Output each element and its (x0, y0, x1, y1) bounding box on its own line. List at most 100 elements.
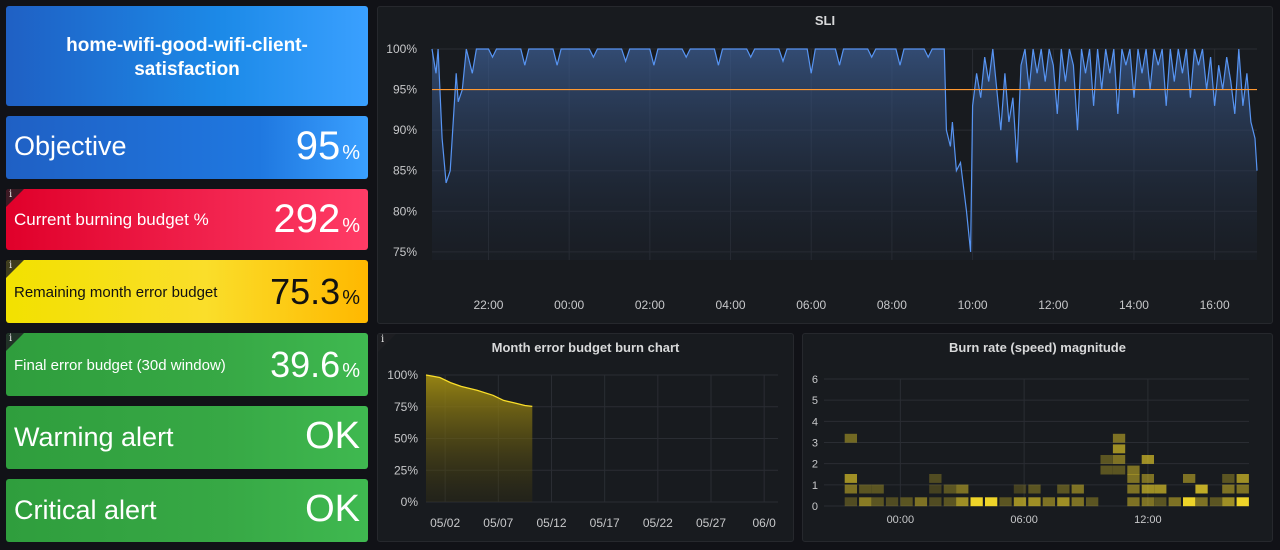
heat-cell (1013, 484, 1027, 494)
sli-x-tick: 02:00 (635, 298, 665, 312)
burn-series-line (425, 374, 533, 408)
heat-cell (871, 497, 884, 507)
heat-cell (1013, 497, 1027, 507)
heat-cell (859, 497, 872, 507)
critical-alert-panel: Critical alert OK (6, 479, 368, 542)
heat-cell (1154, 497, 1167, 507)
burning-budget-number: 292 (273, 197, 341, 241)
info-corner[interactable] (6, 189, 24, 207)
sli-chart[interactable]: 100% 95% 90% 85% 80% 75% 22:00 00:00 02:00 04:00 0… (378, 7, 1272, 323)
objective-unit: % (342, 142, 360, 164)
heat-cell (1222, 474, 1235, 483)
info-icon[interactable]: i (9, 189, 13, 200)
heat-cell (1195, 484, 1208, 494)
heat-cell (844, 484, 857, 494)
info-corner[interactable] (378, 334, 396, 352)
info-icon[interactable]: i (381, 334, 385, 345)
burning-budget-unit: % (342, 215, 360, 237)
heat-cell (1222, 484, 1235, 494)
heat-cell (999, 497, 1012, 507)
heat-cell (1236, 497, 1249, 507)
remaining-budget-panel: i Remaining month error budget 75.3% (6, 260, 368, 323)
heat-y-tick: 4 (812, 416, 818, 428)
heat-y-tick: 1 (812, 480, 818, 492)
final-budget-label: Final error budget (30d window) (14, 357, 226, 374)
heat-cell (1236, 474, 1249, 483)
heat-cell (1071, 484, 1084, 494)
info-corner[interactable] (6, 333, 24, 351)
heat-cell (1112, 455, 1126, 464)
sli-series-line (431, 48, 1258, 252)
burning-budget-panel: i Current burning budget % 292% (6, 189, 368, 250)
heat-cell (1057, 497, 1070, 507)
sli-y-tick: 75% (393, 245, 417, 259)
heat-cell (885, 497, 899, 507)
burn-y-tick: 75% (394, 400, 418, 414)
burn-rate-heatmap[interactable]: 6 5 4 3 2 1 0 00:00 06:00 12:00 (803, 334, 1272, 541)
burning-budget-label: Current burning budget % (14, 210, 209, 229)
burn-y-tick: 100% (387, 368, 418, 382)
burn-x-tick: 05/27 (696, 516, 726, 530)
budget-burn-title[interactable]: Month error budget burn chart (491, 340, 680, 355)
sli-x-tick: 06:00 (796, 298, 826, 312)
heat-cell (844, 433, 857, 443)
heat-cell (985, 497, 998, 507)
heat-cell (844, 497, 857, 507)
burn-area (426, 375, 533, 502)
burn-x-tick: 05/17 (590, 516, 620, 530)
heat-cell (1028, 484, 1041, 494)
heat-cell (1112, 433, 1126, 443)
objective-label: Objective (14, 131, 127, 161)
burn-rate-title[interactable]: Burn rate (speed) magnitude (949, 340, 1126, 355)
heat-cell (1222, 497, 1235, 507)
heat-cell (1209, 497, 1223, 507)
sli-y-tick: 80% (393, 204, 417, 218)
sli-y-tick: 85% (393, 164, 417, 178)
remaining-budget-value: 75.3% (270, 271, 360, 313)
heat-cell (956, 484, 969, 494)
heat-cell (1141, 474, 1154, 483)
heat-cell (929, 474, 942, 483)
heat-cell (844, 474, 857, 483)
objective-number: 95 (295, 124, 341, 168)
budget-burn-panel: i Month error budget burn chart 100% 75% 5… (377, 333, 794, 542)
sli-x-tick: 04:00 (716, 298, 746, 312)
burn-x-tick: 05/12 (536, 516, 566, 530)
heat-cell (859, 484, 872, 494)
remaining-budget-unit: % (342, 287, 360, 309)
heat-cell (900, 497, 913, 507)
heat-y-tick: 2 (812, 459, 818, 471)
burn-y-tick: 50% (394, 432, 418, 446)
info-icon[interactable]: i (9, 333, 13, 344)
sli-y-tick: 100% (386, 42, 417, 56)
objective-value: 95% (296, 124, 360, 169)
heat-cell (1086, 497, 1099, 507)
final-budget-number: 39.6 (270, 344, 341, 385)
heat-cell (1112, 444, 1126, 454)
critical-alert-label: Critical alert (14, 495, 157, 525)
sli-x-tick: 00:00 (554, 298, 584, 312)
heat-cell (1100, 465, 1113, 475)
info-corner[interactable] (6, 260, 24, 278)
burn-y-tick: 0% (401, 495, 419, 509)
heat-cell (871, 484, 884, 494)
final-budget-value: 39.6% (270, 344, 360, 386)
sli-x-tick: 22:00 (473, 298, 503, 312)
sli-title[interactable]: SLI (814, 13, 836, 28)
heat-cell (1141, 497, 1154, 507)
heat-cell (1141, 484, 1154, 494)
heat-cell (943, 497, 956, 507)
heat-x-tick: 12:00 (1134, 514, 1162, 526)
info-icon[interactable]: i (9, 260, 13, 271)
burn-rate-panel: Burn rate (speed) magnitude 6 5 4 3 2 1 0 00:00… (802, 333, 1273, 542)
heat-cell (1127, 484, 1140, 494)
heat-cell (1127, 497, 1140, 507)
remaining-budget-label: Remaining month error budget (14, 284, 218, 301)
objective-panel: Objective 95% (6, 116, 368, 179)
heat-y-tick: 3 (812, 438, 818, 450)
burn-x-tick: 05/07 (483, 516, 513, 530)
heat-cell (914, 497, 928, 507)
final-budget-unit: % (342, 360, 360, 382)
critical-alert-value: OK (305, 488, 360, 530)
budget-burn-chart[interactable]: 100% 75% 50% 25% 0% 05/02 05/07 05/12 05/17 05/22… (378, 334, 793, 541)
